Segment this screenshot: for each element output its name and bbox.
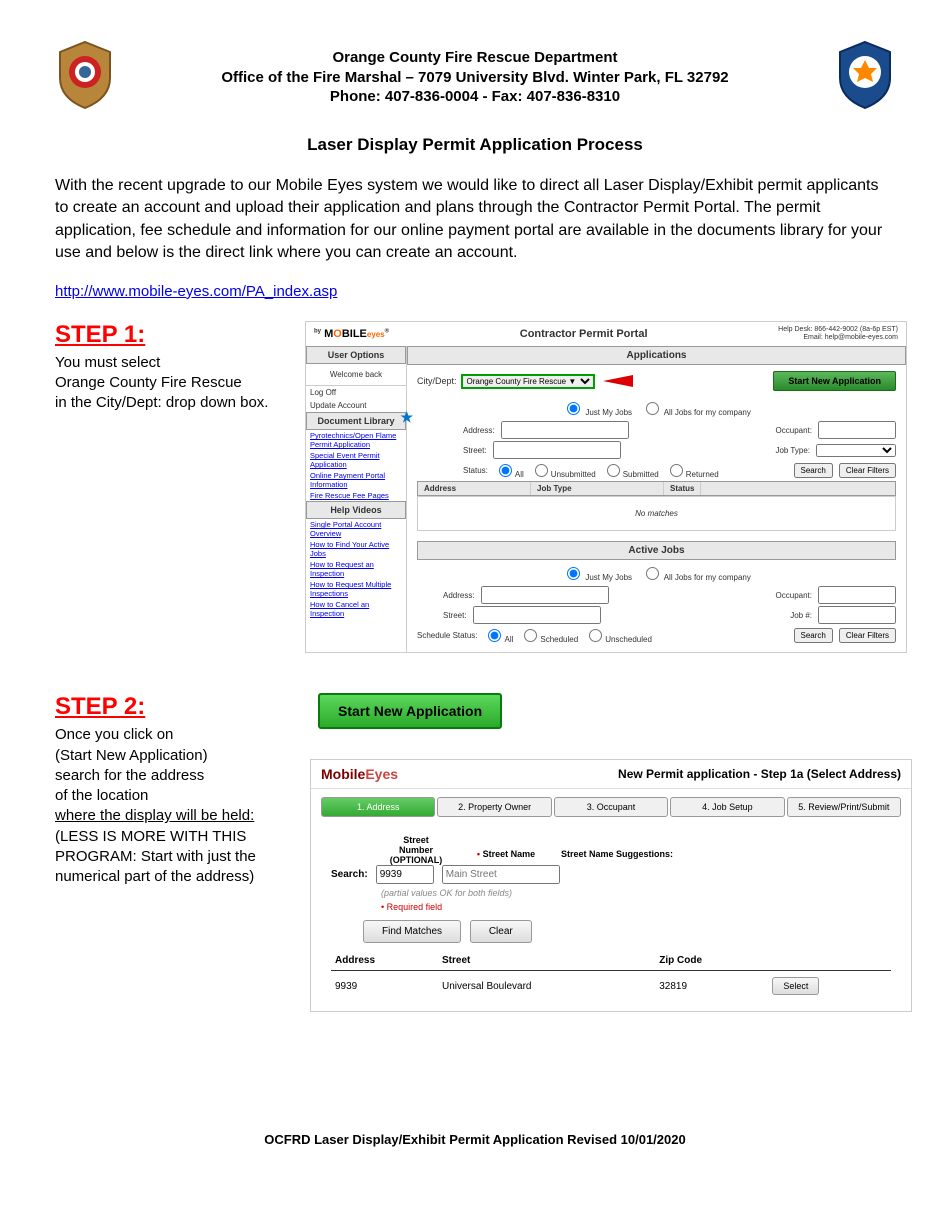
status-label: Status: [463,466,488,475]
tab-review[interactable]: 5. Review/Print/Submit [787,797,901,817]
clear-button[interactable]: Clear [470,920,532,943]
document-header: Orange County Fire Rescue Department Off… [55,40,895,110]
street-label: Street: [463,446,487,455]
update-account-link[interactable]: Update Account [306,399,406,412]
mobile-eyes-logo-2: MobileEyes [321,766,398,782]
street-number-label: StreetNumber(OPTIONAL) [381,835,451,865]
tab-occupant[interactable]: 3. Occupant [554,797,668,817]
hv-cancel-insp[interactable]: How to Cancel an Inspection [306,599,406,619]
logoff-link[interactable]: Log Off [306,385,406,399]
page-title: Laser Display Permit Application Process [55,135,895,155]
applications-table-header: Address Job Type Status [417,481,896,496]
portal-link[interactable]: http://www.mobile-eyes.com/PA_index.asp [55,283,337,300]
search-button[interactable]: Search [794,463,833,478]
step2-text: Once you click on (Start New Application… [55,725,300,887]
intro-paragraph: With the recent upgrade to our Mobile Ey… [55,175,895,265]
clear-filters-button[interactable]: Clear Filters [839,463,896,478]
find-matches-button[interactable]: Find Matches [363,920,461,943]
help-videos-header: Help Videos [306,501,406,519]
fire-rescue-badge-right [835,40,895,110]
no-matches-text: No matches [417,496,896,531]
street-number-input[interactable] [376,865,434,884]
step1-text: You must select Orange County Fire Rescu… [55,353,295,414]
hint-text: (partial values OK for both fields) [381,888,891,898]
street-name-input[interactable] [442,865,560,884]
occupant-label: Occupant: [776,426,812,435]
street-input[interactable] [493,441,621,459]
phone-fax: Phone: 407-836-0004 - Fax: 407-836-8310 [115,87,835,107]
tab-address[interactable]: 1. Address [321,797,435,817]
doc-link-pyro[interactable]: Pyrotechnics/Open Flame Permit Applicati… [306,430,406,450]
tab-property-owner[interactable]: 2. Property Owner [437,797,551,817]
step1-heading: STEP 1: [55,321,295,349]
fire-marshal-badge-left [55,40,115,110]
new-permit-screenshot: MobileEyes New Permit application - Step… [310,759,912,1012]
step2-heading: STEP 2: [55,693,300,721]
suggestions-label: Street Name Suggestions: [561,835,891,865]
table-row: 9939 Universal Boulevard 32819 Select [331,971,891,1002]
new-permit-title: New Permit application - Step 1a (Select… [618,767,901,781]
jobtype-select[interactable] [816,444,896,457]
active-jobs-header: Active Jobs [417,541,896,560]
helpdesk-info: Help Desk: 866-442-9002 (8a-6p EST) Emai… [778,326,898,343]
address-label: Address: [463,426,495,435]
red-arrow-icon [603,375,633,387]
portal-title: Contractor Permit Portal [520,328,648,340]
user-options-header: User Options [306,346,406,364]
address-input[interactable] [501,421,629,439]
street-name-label: • Street Name [451,835,561,865]
dept-name: Orange County Fire Rescue Department [115,48,835,68]
document-library-header: Document Library ★ [306,412,406,430]
hv-multiple-insp[interactable]: How to Request Multiple Inspections [306,579,406,599]
star-icon: ★ [400,409,413,426]
mobile-eyes-logo: by MOBILEeyes® [314,328,389,340]
doc-link-payment[interactable]: Online Payment Portal Information [306,470,406,490]
start-new-application-button-large[interactable]: Start New Application [318,693,502,729]
applications-header: Applications [407,346,906,365]
hv-overview[interactable]: Single Portal Account Overview [306,519,406,539]
hv-request-insp[interactable]: How to Request an Inspection [306,559,406,579]
required-text: • Required field [381,902,891,912]
sidebar: User Options Welcome back Log Off Update… [306,346,407,652]
citydept-label: City/Dept: [417,376,457,386]
doc-link-fees[interactable]: Fire Rescue Fee Pages [306,490,406,501]
doc-link-special[interactable]: Special Event Permit Application [306,450,406,470]
select-button[interactable]: Select [772,977,819,995]
jobtype-label: Job Type: [775,446,810,455]
search-label: Search: [331,869,368,880]
office-address: Office of the Fire Marshal – 7079 Univer… [115,68,835,88]
just-my-jobs-radio[interactable]: Just My Jobs [562,408,632,417]
clear-filters-button-2[interactable]: Clear Filters [839,628,896,643]
start-new-application-button[interactable]: Start New Application [773,371,896,391]
wizard-tabs: 1. Address 2. Property Owner 3. Occupant… [321,797,901,817]
footer-text: OCFRD Laser Display/Exhibit Permit Appli… [55,1132,895,1147]
hv-active-jobs[interactable]: How to Find Your Active Jobs [306,539,406,559]
all-jobs-radio[interactable]: All Jobs for my company [641,408,751,417]
citydept-dropdown[interactable]: Orange County Fire Rescue ▼ [461,374,595,389]
tab-job-setup[interactable]: 4. Job Setup [670,797,784,817]
portal-screenshot: by MOBILEeyes® Contractor Permit Portal … [305,321,907,654]
results-table: Address Street Zip Code 9939 Universal B… [331,951,891,1001]
occupant-input[interactable] [818,421,896,439]
welcome-text: Welcome back [306,364,406,385]
search-button-2[interactable]: Search [794,628,833,643]
